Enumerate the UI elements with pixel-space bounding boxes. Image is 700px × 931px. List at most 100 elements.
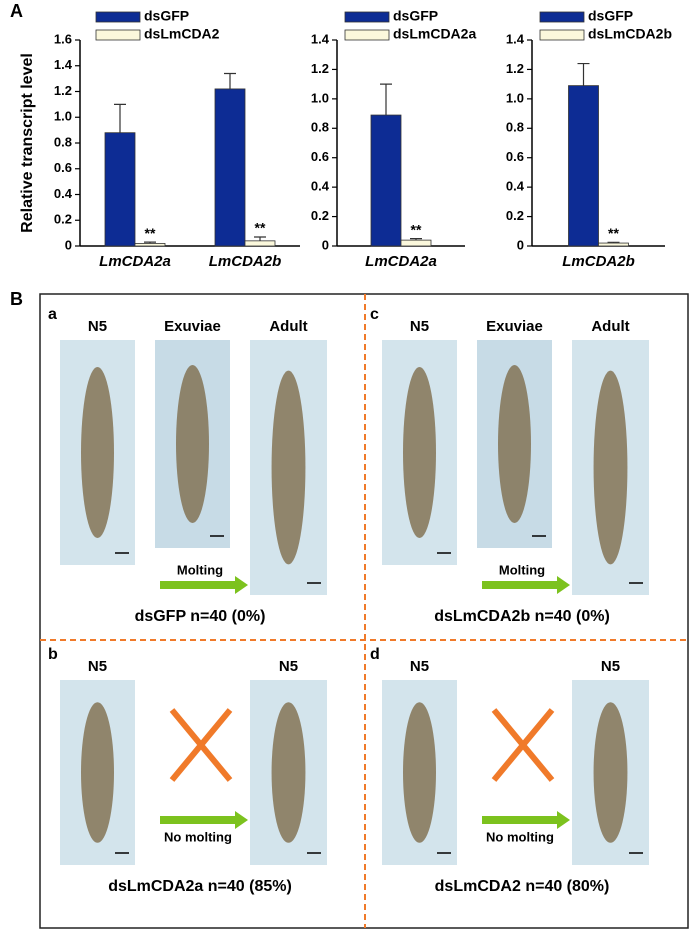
image-label: N5 [88,318,107,335]
error-bar [114,103,126,133]
legend-swatch [344,11,390,23]
error-bar [144,241,156,244]
legend-label: dsLmCDA2 [144,26,220,42]
error-bar [410,238,422,241]
image-label: N5 [410,658,429,675]
y-tick-label: 1.2 [506,61,524,76]
image-label: Adult [591,318,629,335]
arrow-label: Molting [177,562,223,577]
bar [370,114,402,247]
insect [81,367,114,538]
bar [244,240,276,247]
legend-swatch [539,11,585,23]
y-tick-label: 0 [65,237,72,252]
y-tick-label: 1.0 [506,90,524,105]
y-tick-label: 1.0 [54,109,72,124]
arrow-label: Molting [499,562,545,577]
significance: ** [608,225,619,241]
error-bar [607,241,620,244]
y-tick-label: 1.6 [54,31,72,46]
significance: ** [411,221,422,237]
error-bar [254,236,266,241]
bar [598,242,629,247]
bar [104,132,136,247]
subpanel-label: d [370,646,380,663]
panel-label: B [10,289,23,309]
y-tick-label: 0.8 [311,120,329,135]
image-label: Adult [269,318,307,335]
legend-label: dsGFP [144,8,189,24]
insect [593,370,628,565]
subpanel-label: c [370,306,379,323]
insect [176,364,209,524]
insect [271,702,306,843]
legend-label: dsGFP [393,8,438,24]
image-label: N5 [279,658,298,675]
y-tick-label: 0.6 [506,149,524,164]
subpanel-label: b [48,646,58,663]
bar [134,243,166,247]
y-tick-label: 0 [517,237,524,252]
legend-swatch [344,29,390,41]
legend-label: dsLmCDA2a [393,26,476,42]
legend-swatch [95,29,141,41]
caption: dsGFP n=40 (0%) [135,608,266,625]
image-label: N5 [601,658,620,675]
y-tick-label: 0.6 [54,160,72,175]
x-tick-label: LmCDA2b [562,253,635,270]
y-tick-label: 1.4 [54,57,73,72]
significance: ** [255,220,266,236]
y-tick-label: 0.2 [54,212,72,227]
x-tick-label: LmCDA2b [209,253,282,270]
y-tick-label: 0.8 [506,120,524,135]
error-bar [577,62,590,86]
caption: dsLmCDA2a n=40 (85%) [108,878,292,895]
y-tick-label: 1.4 [506,31,525,46]
y-tick-label: 0 [322,237,329,252]
error-bar [224,72,236,89]
cross [169,708,233,782]
arrow [482,576,570,594]
y-tick-label: 0.4 [506,179,525,194]
y-tick-label: 1.0 [311,90,329,105]
subpanel-label: a [48,306,57,323]
legend-swatch [539,29,585,41]
x-tick-label: LmCDA2a [365,253,437,270]
bar [214,88,246,247]
y-tick-label: 0.4 [311,179,330,194]
insect [81,702,114,843]
y-tick-label: 0.8 [54,134,72,149]
image-label: Exuviae [486,318,543,335]
arrow-label: No molting [486,829,554,844]
panel-label: A [10,1,23,21]
arrow [482,811,570,829]
legend-label: dsLmCDA2b [588,26,672,42]
insect [593,702,628,843]
y-axis-label: Relative transcript level [19,53,36,233]
caption: dsLmCDA2b n=40 (0%) [434,608,610,625]
y-tick-label: 1.2 [54,83,72,98]
insect [403,367,436,538]
cross [491,708,555,782]
y-tick-label: 0.2 [506,208,524,223]
x-tick-label: LmCDA2a [99,253,171,270]
legend-swatch [95,11,141,23]
bar [400,239,432,247]
insect [403,702,436,843]
image-label: N5 [410,318,429,335]
error-bar [380,83,392,116]
y-tick-label: 0.6 [311,149,329,164]
y-tick-label: 1.2 [311,61,329,76]
significance: ** [145,225,156,241]
y-tick-label: 0.2 [311,208,329,223]
image-label: N5 [88,658,107,675]
insect [498,364,531,524]
arrow-label: No molting [164,829,232,844]
y-tick-label: 1.4 [311,31,330,46]
legend-label: dsGFP [588,8,633,24]
arrow [160,576,248,594]
arrow [160,811,248,829]
insect [271,370,306,565]
image-label: Exuviae [164,318,221,335]
